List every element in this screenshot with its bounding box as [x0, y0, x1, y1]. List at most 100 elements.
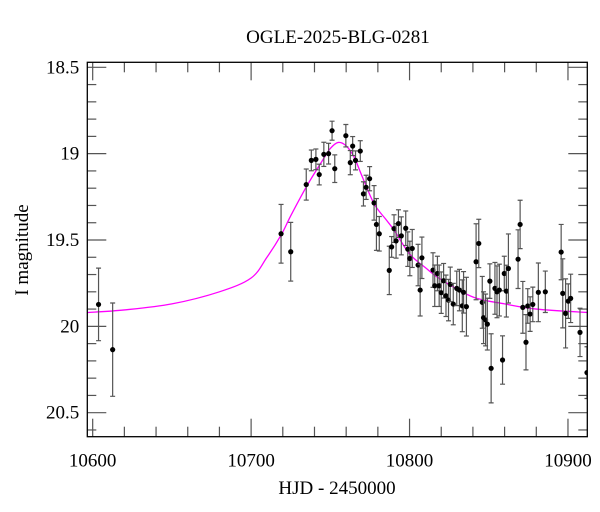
- data-marker: [487, 278, 493, 284]
- data-point: [405, 231, 411, 268]
- data-marker: [560, 290, 566, 296]
- data-marker: [332, 166, 338, 172]
- data-marker: [441, 278, 447, 284]
- data-point: [329, 120, 335, 141]
- axis-ticks: [87, 62, 588, 437]
- data-point: [110, 302, 116, 397]
- data-point: [463, 276, 470, 337]
- data-marker: [496, 287, 502, 293]
- data-point: [419, 236, 425, 280]
- data-marker: [329, 128, 335, 134]
- data-point: [505, 233, 512, 304]
- chart-title: OGLE-2025-BLG-0281: [246, 27, 430, 48]
- data-point: [527, 296, 533, 332]
- data-marker: [347, 160, 353, 166]
- data-point: [525, 288, 531, 324]
- data-point: [407, 240, 413, 277]
- data-point: [360, 181, 367, 207]
- data-point: [363, 174, 369, 201]
- data-point: [316, 163, 322, 186]
- data-point: [321, 141, 327, 168]
- data-marker: [562, 310, 569, 316]
- x-tick-label: 10800: [386, 451, 434, 472]
- data-point: [494, 265, 500, 319]
- x-tick-label: 10700: [227, 451, 275, 472]
- data-point: [560, 258, 566, 329]
- data-point: [488, 333, 494, 404]
- plot-area: [87, 120, 588, 404]
- data-marker: [517, 221, 523, 228]
- data-point: [443, 274, 449, 318]
- data-point: [496, 263, 502, 317]
- data-point: [409, 228, 415, 269]
- data-point: [487, 263, 493, 299]
- data-point: [535, 262, 541, 323]
- data-marker: [436, 283, 442, 289]
- data-marker: [373, 221, 380, 228]
- data-marker: [405, 246, 411, 252]
- data-point: [313, 148, 319, 171]
- data-marker: [386, 267, 392, 273]
- data-point: [520, 280, 526, 334]
- data-marker: [95, 301, 102, 308]
- data-marker: [499, 357, 506, 363]
- data-point: [303, 168, 309, 201]
- data-point: [373, 197, 380, 251]
- y-tick-label: 19: [60, 144, 79, 165]
- data-marker: [371, 200, 377, 206]
- data-point: [325, 142, 332, 165]
- data-point: [398, 216, 404, 256]
- data-marker: [460, 289, 467, 295]
- data-marker: [288, 249, 294, 255]
- data-point: [350, 135, 356, 157]
- data-marker: [357, 148, 363, 154]
- y-tick-label: 18.5: [46, 57, 79, 78]
- data-marker: [409, 245, 415, 252]
- x-tick-label: 10900: [544, 451, 592, 472]
- data-marker: [110, 347, 116, 353]
- data-point: [352, 150, 359, 171]
- data-marker: [558, 249, 564, 255]
- data-point: [376, 215, 382, 252]
- data-marker: [278, 231, 284, 237]
- data-point: [460, 271, 467, 314]
- data-marker: [577, 329, 583, 335]
- data-marker: [432, 283, 438, 289]
- data-marker: [473, 259, 479, 265]
- data-marker: [403, 225, 409, 231]
- data-point: [438, 271, 444, 314]
- data-point: [484, 297, 490, 351]
- data-marker: [542, 289, 548, 295]
- data-point: [95, 267, 102, 342]
- data-point: [288, 221, 294, 282]
- data-point: [432, 264, 438, 308]
- data-marker: [389, 244, 395, 250]
- data-marker: [398, 233, 404, 239]
- data-point: [417, 263, 423, 317]
- data-point: [343, 123, 349, 148]
- data-marker: [443, 293, 449, 299]
- data-marker: [419, 255, 425, 261]
- data-marker: [376, 231, 382, 237]
- data-marker: [530, 301, 536, 308]
- data-marker: [313, 156, 319, 162]
- data-marker: [360, 191, 367, 197]
- data-marker: [501, 270, 507, 277]
- data-marker: [505, 265, 512, 272]
- data-marker: [393, 238, 399, 244]
- data-marker: [343, 133, 349, 139]
- data-point: [476, 218, 482, 269]
- y-tick-label: 20: [60, 316, 79, 337]
- data-point: [347, 149, 353, 176]
- data-marker: [417, 287, 423, 293]
- data-marker: [321, 151, 327, 157]
- data-point: [389, 235, 395, 258]
- data-marker: [523, 339, 529, 345]
- data-point: [499, 335, 506, 385]
- data-marker: [484, 321, 490, 327]
- data-point: [542, 270, 548, 314]
- y-axis-label: I magnitude: [12, 204, 33, 295]
- data-marker: [520, 304, 526, 310]
- data-marker: [303, 181, 309, 188]
